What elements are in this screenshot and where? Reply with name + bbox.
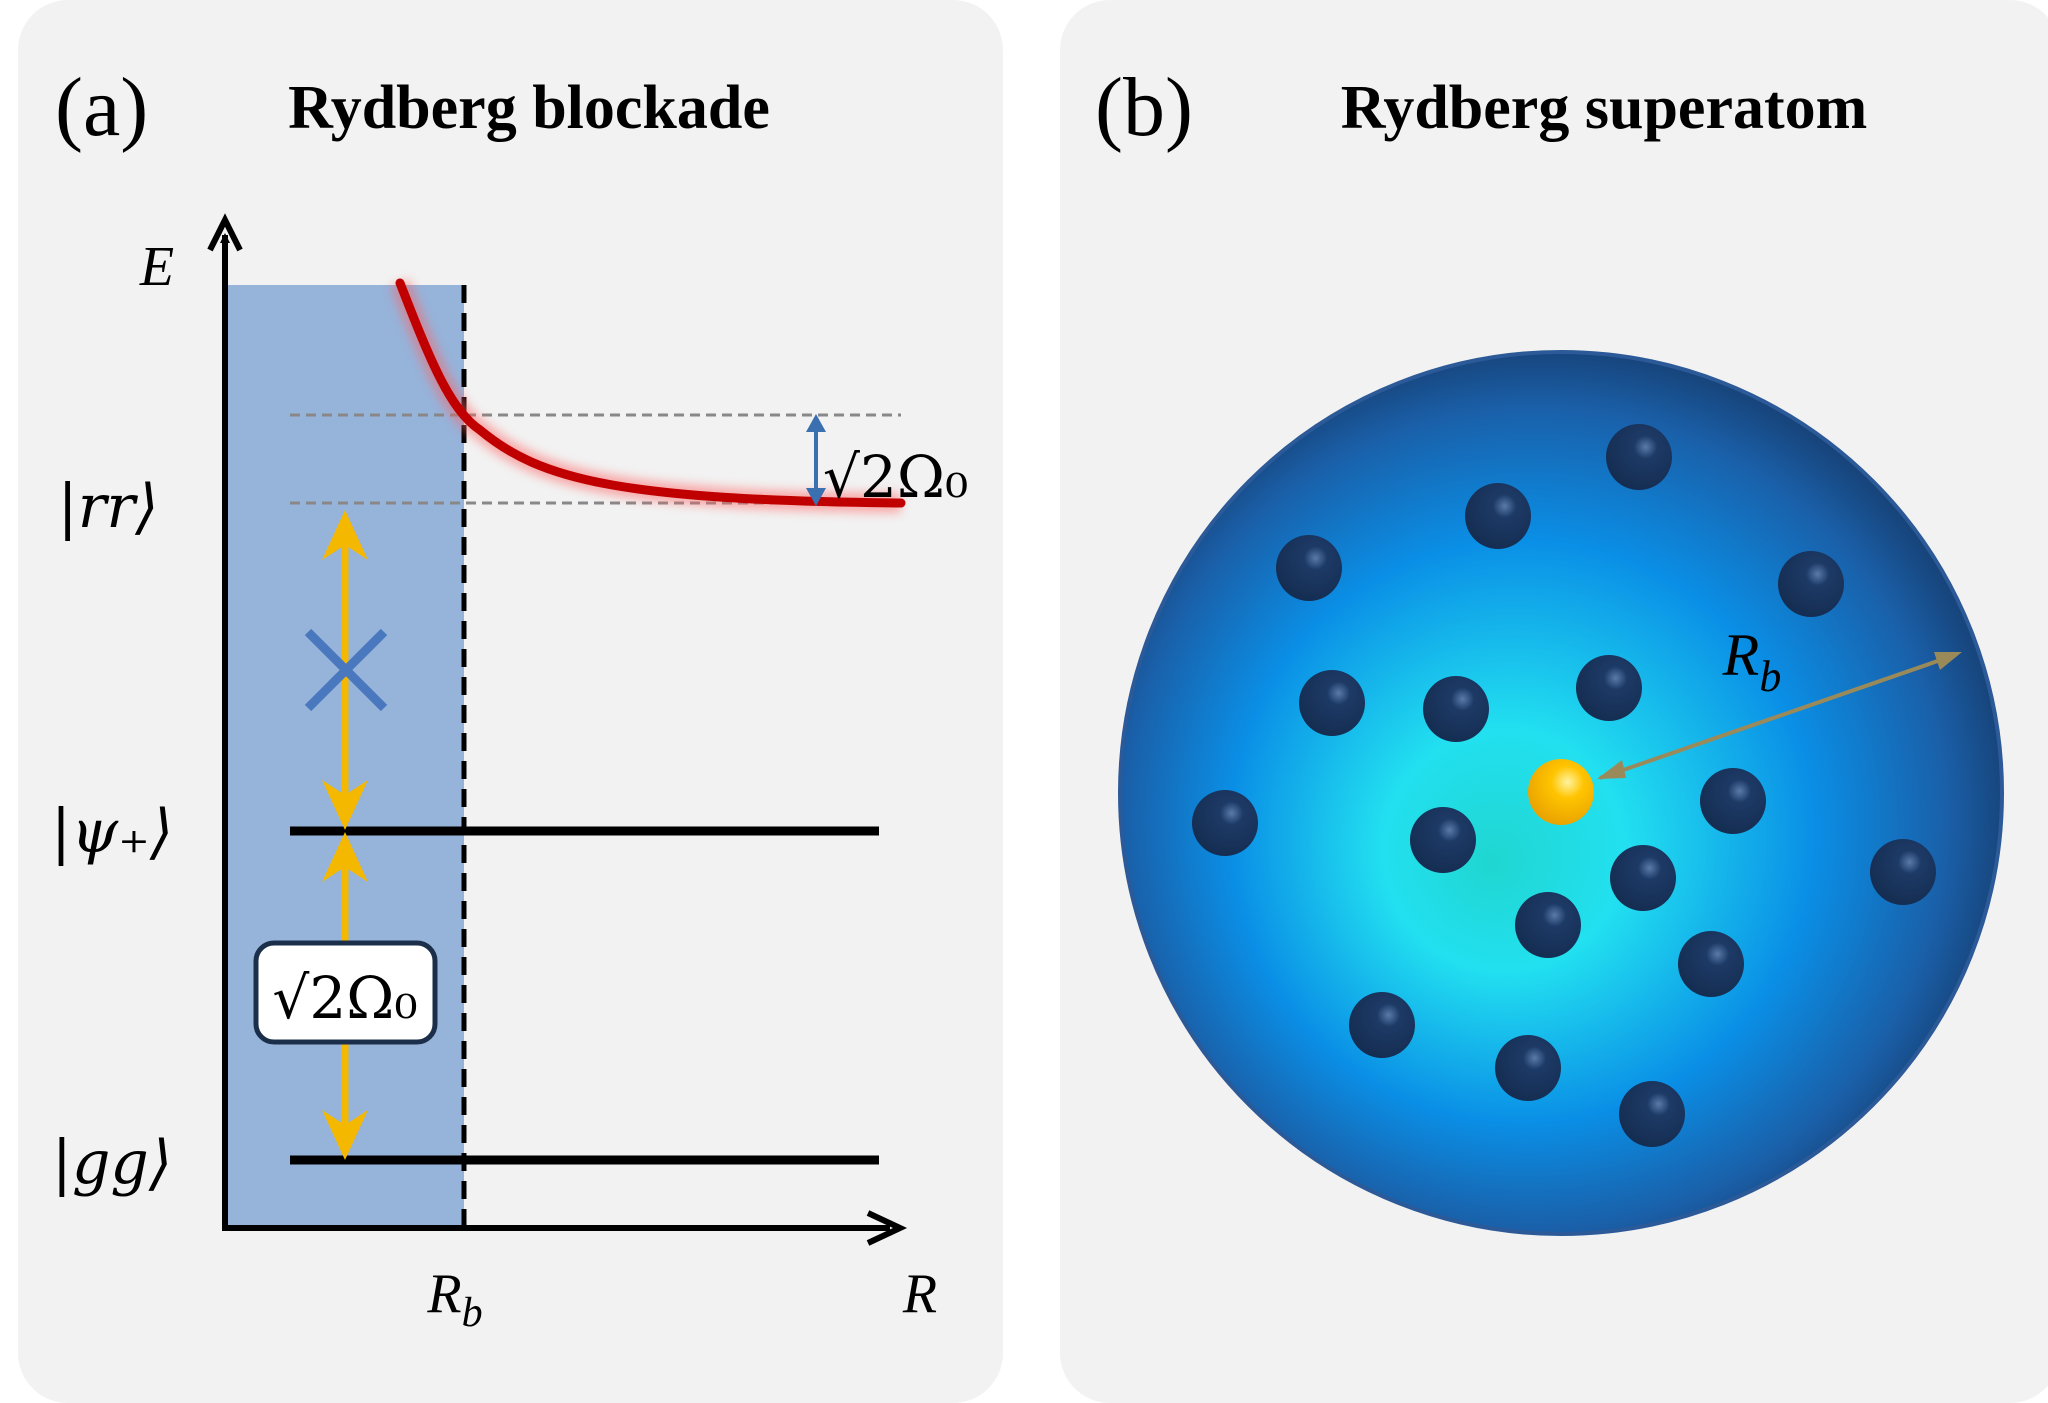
- atom: [1700, 768, 1766, 834]
- state-label-rr: |rr⟩: [58, 472, 159, 542]
- panel-a-title: Rydberg blockade: [288, 74, 770, 142]
- panel-b-label: (b): [1095, 61, 1193, 154]
- atom: [1423, 676, 1489, 742]
- atom: [1619, 1081, 1685, 1147]
- coupling-label-box: [253, 940, 438, 1045]
- atom: [1606, 424, 1672, 490]
- panel-b: (b) Rydberg superatom Rb: [1060, 0, 2048, 1403]
- blockade-radius-label: Rb: [426, 1263, 482, 1336]
- blockade-radius-arrow: [1597, 652, 1962, 780]
- energy-shift-label: √2Ω₀: [823, 443, 968, 511]
- atom: [1276, 535, 1342, 601]
- state-label-gg: |gg⟩: [52, 1128, 172, 1198]
- atom: [1678, 931, 1744, 997]
- atom: [1465, 483, 1531, 549]
- atom: [1515, 892, 1581, 958]
- distance-axis-label: R: [902, 1263, 937, 1325]
- panel-b-title: Rydberg superatom: [1341, 74, 1868, 142]
- coupling-label: √2Ω₀: [272, 964, 417, 1032]
- panel-a-label: (a): [55, 61, 148, 154]
- energy-axis-arrowhead: [207, 213, 243, 252]
- ground-state-atoms: [1192, 424, 1936, 1147]
- atom: [1349, 992, 1415, 1058]
- atom: [1495, 1035, 1561, 1101]
- superatom-radius-label: Rb: [1722, 622, 1782, 701]
- atom: [1299, 670, 1365, 736]
- distance-axis-arrowhead: [866, 1210, 908, 1246]
- panel-a: (a) Rydberg blockade √2Ω₀: [18, 0, 1003, 1403]
- blocked-transition-cross-icon: [304, 628, 388, 712]
- atom: [1192, 790, 1258, 856]
- atom: [1870, 839, 1936, 905]
- excited-atom: [1528, 759, 1594, 825]
- atom: [1610, 845, 1676, 911]
- atom: [1410, 807, 1476, 873]
- interaction-potential-curve: [395, 278, 906, 508]
- energy-axis-label: E: [139, 236, 174, 298]
- energy-shift-arrow: [806, 414, 826, 506]
- atom: [1778, 551, 1844, 617]
- atom: [1576, 655, 1642, 721]
- state-label-psi-plus: |ψ₊⟩: [51, 797, 173, 867]
